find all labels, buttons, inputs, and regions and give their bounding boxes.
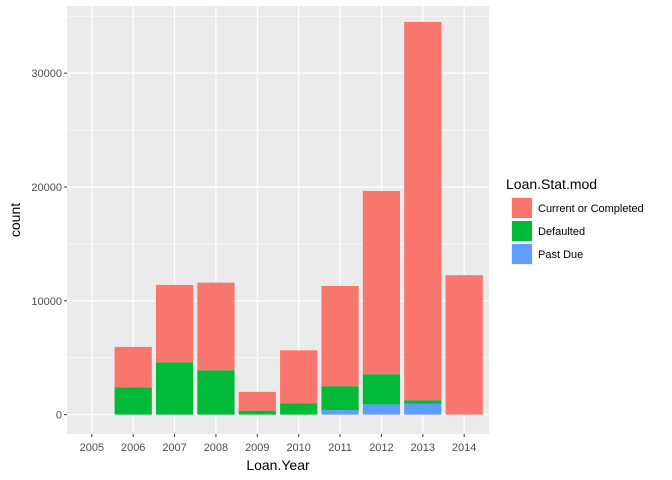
y-axis: 0 10000 20000 30000 [31,68,67,422]
x-tick-label: 2009 [245,442,269,454]
legend: Loan.Stat.mod Current or Completed Defaul… [506,176,644,265]
bar-segment [321,410,359,415]
legend-swatch [512,198,532,218]
bar-segment [445,275,483,415]
y-tick-label: 10000 [31,296,62,308]
bar-segment [280,403,318,415]
y-tick-label: 20000 [31,182,62,194]
x-tick-label: 2011 [328,442,352,454]
x-axis: 2005 2006 2007 2008 2009 2010 2011 2012 2013 2014 [80,434,476,454]
legend-label: Past Due [538,249,583,261]
bar-segment [362,404,401,415]
y-tick-label: 0 [56,410,62,422]
x-tick-label: 2014 [452,442,476,454]
x-tick-label: 2012 [369,442,393,454]
bar-segment [114,387,152,415]
x-tick-label: 2007 [162,442,186,454]
bar-segment [280,350,318,404]
bar-segment [238,410,276,415]
bars [114,21,483,415]
bar-segment [238,391,276,411]
legend-label: Current or Completed [538,203,644,215]
legend-swatch [512,244,532,264]
x-tick-label: 2010 [286,442,310,454]
y-tick-label: 30000 [31,68,62,80]
bar-segment [404,400,442,404]
bar-segment [321,286,359,387]
legend-swatch [512,221,532,241]
bar-segment [404,21,442,401]
legend-label: Defaulted [538,226,585,238]
bar-segment [404,403,442,415]
x-tick-label: 2008 [204,442,228,454]
legend-title: Loan.Stat.mod [506,176,597,192]
bar-segment [197,370,235,415]
x-tick-label: 2005 [80,442,104,454]
bar-segment [197,282,235,371]
x-axis-title: Loan.Year [246,457,310,473]
y-axis-title: count [7,203,23,237]
x-tick-label: 2013 [411,442,435,454]
bar-segment [362,190,401,375]
bar-segment [321,386,359,411]
bar-segment [114,346,152,388]
bar-segment [362,374,401,405]
x-tick-label: 2006 [121,442,145,454]
bar-segment [155,284,194,363]
bar-segment [155,362,194,415]
